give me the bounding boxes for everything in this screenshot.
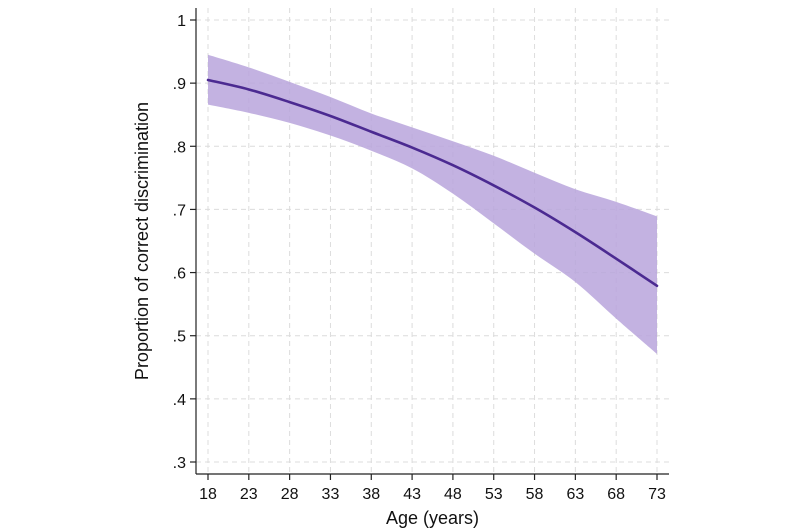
x-axis-title: Age (years) — [386, 508, 479, 528]
x-tick-label: 23 — [240, 486, 258, 503]
y-tick-label: .4 — [173, 392, 186, 409]
x-tick-label: 73 — [648, 486, 666, 503]
y-tick-label: .9 — [173, 76, 186, 93]
y-tick-label: 1 — [177, 13, 186, 30]
y-tick-label: .8 — [173, 139, 186, 156]
fitted-line-layer — [206, 78, 659, 288]
y-axis-ticks: .3 .4 .5 .6 .7 .8 .9 1 — [173, 13, 196, 472]
x-tick-label: 68 — [607, 486, 625, 503]
x-tick-label: 58 — [526, 486, 544, 503]
y-tick-label: .5 — [173, 329, 186, 346]
x-tick-label: 53 — [485, 486, 503, 503]
x-axis-ticks: 18 23 28 33 38 43 48 53 58 63 68 73 — [199, 474, 666, 503]
x-tick-label: 43 — [403, 486, 421, 503]
y-tick-label: .6 — [173, 266, 186, 283]
x-tick-label: 28 — [281, 486, 299, 503]
confidence-band-layer — [208, 54, 657, 355]
confidence-band — [208, 54, 657, 355]
x-tick-label: 38 — [362, 486, 380, 503]
x-tick-label: 63 — [566, 486, 584, 503]
y-axis-title: Proportion of correct discrimination — [132, 102, 152, 380]
y-tick-label: .7 — [173, 202, 186, 219]
y-tick-label: .3 — [173, 455, 186, 472]
grid-lines — [196, 8, 669, 474]
x-tick-label: 33 — [322, 486, 340, 503]
axes — [195, 8, 669, 475]
x-tick-label: 18 — [199, 486, 217, 503]
fitted-line — [206, 78, 659, 288]
x-tick-label: 48 — [444, 486, 462, 503]
